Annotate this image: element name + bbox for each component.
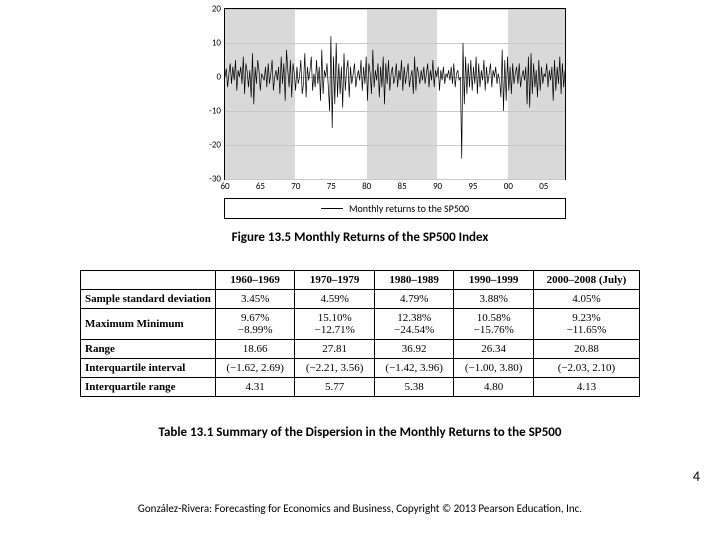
table-caption: Table 13.1 Summary of the Dispersion in … xyxy=(0,425,720,440)
chart-area: -30-20-100102060657075808590950005 Month… xyxy=(200,8,560,219)
figure-caption: Figure 13.5 Monthly Returns of the SP500… xyxy=(0,230,720,245)
legend-label: Monthly returns to the SP500 xyxy=(349,202,469,215)
chart-plot: -30-20-100102060657075808590950005 xyxy=(224,8,566,180)
table-wrapper: 1960–19691970–19791980–19891990–19992000… xyxy=(80,270,640,397)
footer-text: González-Rivera: Forecasting for Economi… xyxy=(0,502,720,515)
stats-table: 1960–19691970–19791980–19891990–19992000… xyxy=(80,270,640,397)
page-number: 4 xyxy=(693,468,700,485)
legend-line-sample xyxy=(321,208,343,209)
slide: -30-20-100102060657075808590950005 Month… xyxy=(0,0,720,540)
chart-legend: Monthly returns to the SP500 xyxy=(224,198,566,219)
